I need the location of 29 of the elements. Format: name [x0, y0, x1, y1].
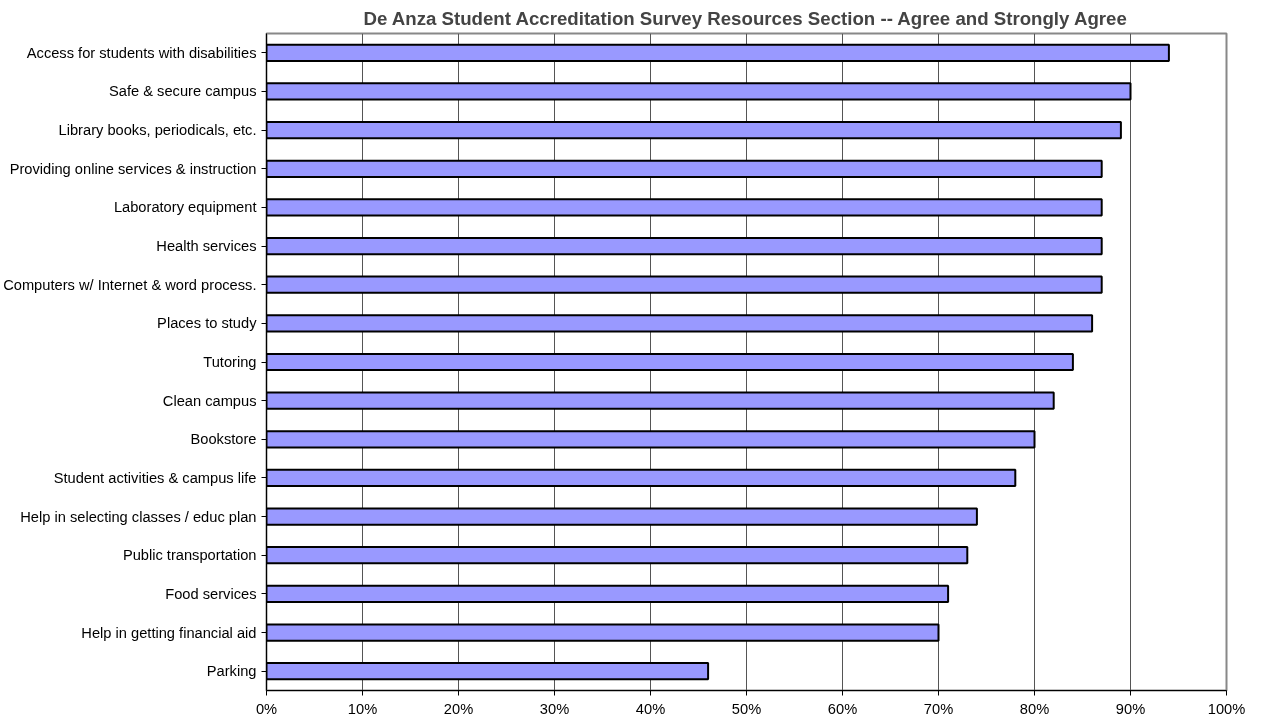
y-tick-label: Student activities & campus life: [53, 469, 257, 486]
y-tick-label: Help in getting financial aid: [81, 624, 257, 641]
y-tick-label: Access for students with disabilities: [26, 44, 257, 61]
y-tick-label: Bookstore: [190, 431, 257, 448]
x-tick-label: 30%: [539, 700, 570, 717]
x-tick-label: 100%: [1207, 700, 1246, 717]
y-tick-label: Health services: [156, 238, 257, 255]
y-tick-label: Providing online services & instruction: [9, 160, 257, 177]
y-tick-label: Places to study: [157, 315, 258, 332]
y-tick-label: Food services: [165, 585, 257, 602]
y-tick-label: Clean campus: [162, 392, 257, 409]
x-tick-label: 80%: [1019, 700, 1050, 717]
x-tick-label: 0%: [255, 700, 278, 717]
y-tick-label: Tutoring: [203, 354, 257, 370]
chart-title: De Anza Student Accreditation Survey Resources Section -- Agree and Strongly Agree: [363, 7, 1127, 29]
y-tick-label: Library books, periodicals, etc.: [58, 122, 257, 139]
x-tick-label: 50%: [731, 700, 762, 717]
y-tick-label: Public transportation: [122, 547, 257, 564]
y-tick-label: Safe & secure campus: [109, 83, 257, 100]
y-tick-label: Computers w/ Internet & word process.: [3, 276, 257, 293]
y-tick-label: Laboratory equipment: [113, 199, 257, 216]
y-tick-label: Parking: [206, 663, 257, 680]
x-tick-label: 40%: [635, 700, 666, 717]
x-tick-label: 20%: [443, 700, 474, 717]
x-tick-label: 70%: [923, 700, 954, 717]
x-tick-label: 10%: [347, 700, 378, 717]
x-tick-label: 60%: [827, 700, 858, 717]
y-tick-label: Help in selecting classes / educ plan: [20, 508, 257, 525]
x-tick-label: 90%: [1115, 700, 1146, 717]
